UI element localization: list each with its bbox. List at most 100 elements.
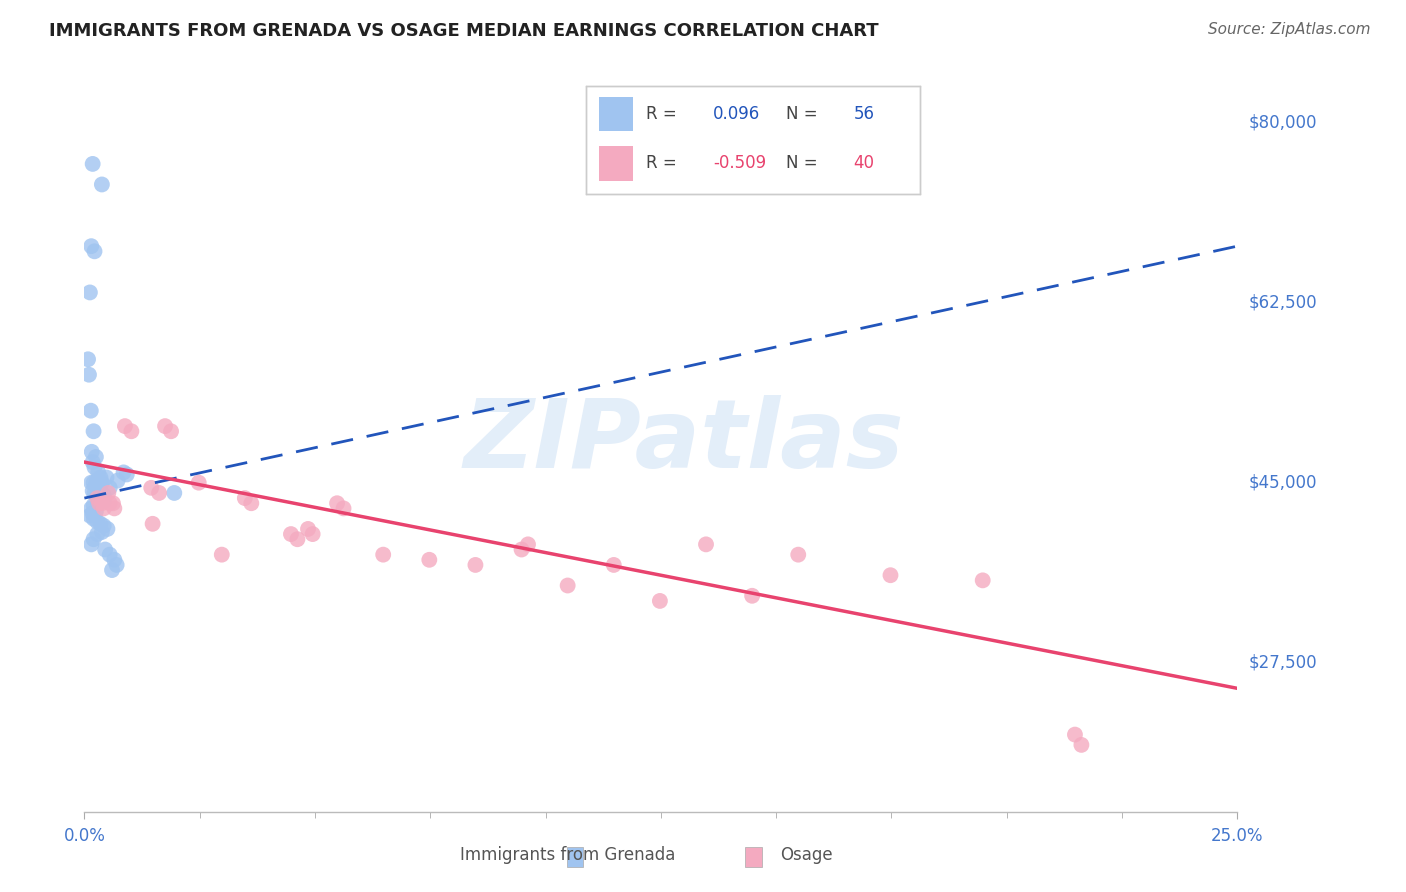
Point xyxy=(105,558,128,572)
Point xyxy=(107,474,129,488)
Text: Osage: Osage xyxy=(780,846,832,863)
Text: $62,500: $62,500 xyxy=(1249,293,1317,311)
Point xyxy=(115,467,138,482)
Point xyxy=(77,352,100,367)
Point xyxy=(103,501,125,516)
Point xyxy=(240,496,263,510)
Point xyxy=(82,455,104,469)
Point xyxy=(96,522,118,536)
Point xyxy=(90,524,112,539)
Point xyxy=(80,239,103,253)
Point xyxy=(418,553,440,567)
Point xyxy=(91,491,114,505)
Text: IMMIGRANTS FROM GRENADA VS OSAGE MEDIAN EARNINGS CORRELATION CHART: IMMIGRANTS FROM GRENADA VS OSAGE MEDIAN … xyxy=(49,22,879,40)
Point xyxy=(80,537,103,551)
Point xyxy=(211,548,233,562)
Point xyxy=(93,501,115,516)
Point xyxy=(301,527,323,541)
Point xyxy=(79,285,101,300)
Point xyxy=(84,477,107,491)
Point xyxy=(142,516,165,531)
Point xyxy=(89,470,111,484)
Point xyxy=(83,498,105,512)
Point xyxy=(83,424,105,438)
Point xyxy=(114,419,136,434)
Point xyxy=(187,475,209,490)
Point xyxy=(103,553,125,567)
Point xyxy=(80,445,103,459)
Point xyxy=(83,475,105,490)
Point xyxy=(82,507,104,521)
Point xyxy=(287,533,309,547)
Point xyxy=(87,494,110,508)
Point xyxy=(83,486,105,500)
Point xyxy=(603,558,626,572)
Point xyxy=(98,496,121,510)
Text: Immigrants from Grenada: Immigrants from Grenada xyxy=(460,846,675,863)
Point xyxy=(163,486,186,500)
Point xyxy=(82,483,104,498)
Bar xyxy=(745,847,762,867)
Point xyxy=(326,496,349,510)
Point xyxy=(90,496,112,510)
Point xyxy=(86,474,108,488)
Text: ZIPatlas: ZIPatlas xyxy=(464,395,904,488)
Point xyxy=(86,527,108,541)
Point xyxy=(160,424,183,438)
Point xyxy=(90,178,112,192)
Point xyxy=(557,578,579,592)
Point xyxy=(148,486,170,500)
Point xyxy=(77,368,100,382)
Point xyxy=(90,475,112,490)
Point xyxy=(233,491,256,505)
Point xyxy=(87,496,110,510)
Point xyxy=(648,594,671,608)
Point xyxy=(87,496,110,510)
Point xyxy=(373,548,395,562)
Point xyxy=(93,519,115,533)
Text: $80,000: $80,000 xyxy=(1249,114,1317,132)
Point xyxy=(510,542,533,557)
Point xyxy=(86,515,108,529)
Point xyxy=(112,466,135,480)
Point xyxy=(97,486,120,500)
Point xyxy=(93,488,115,502)
Point xyxy=(83,460,105,475)
Point xyxy=(120,424,142,438)
Point xyxy=(87,496,110,510)
Point xyxy=(1064,728,1087,742)
Point xyxy=(98,481,121,495)
Point xyxy=(87,466,110,480)
Point xyxy=(1070,738,1092,752)
Point xyxy=(96,470,118,484)
Point xyxy=(79,508,101,523)
Point xyxy=(879,568,901,582)
Point xyxy=(141,481,163,495)
Point xyxy=(83,244,105,259)
Point xyxy=(101,496,124,510)
Point xyxy=(741,589,763,603)
Point xyxy=(280,527,302,541)
Point xyxy=(98,548,121,562)
Point xyxy=(464,558,486,572)
Point xyxy=(86,491,108,505)
Point xyxy=(695,537,717,551)
Point xyxy=(83,533,105,547)
Point xyxy=(80,501,103,516)
Point xyxy=(93,494,115,508)
Point xyxy=(86,488,108,502)
Bar xyxy=(567,847,583,867)
Point xyxy=(80,475,103,490)
Point xyxy=(94,542,117,557)
Text: $27,500: $27,500 xyxy=(1249,654,1317,672)
Point xyxy=(972,574,994,588)
Point xyxy=(332,501,354,516)
Point xyxy=(297,522,319,536)
Point xyxy=(83,511,105,525)
Point xyxy=(87,481,110,495)
Point xyxy=(84,450,107,464)
Text: $45,000: $45,000 xyxy=(1249,474,1317,491)
Point xyxy=(517,537,540,551)
Point xyxy=(787,548,810,562)
Point xyxy=(80,403,103,417)
